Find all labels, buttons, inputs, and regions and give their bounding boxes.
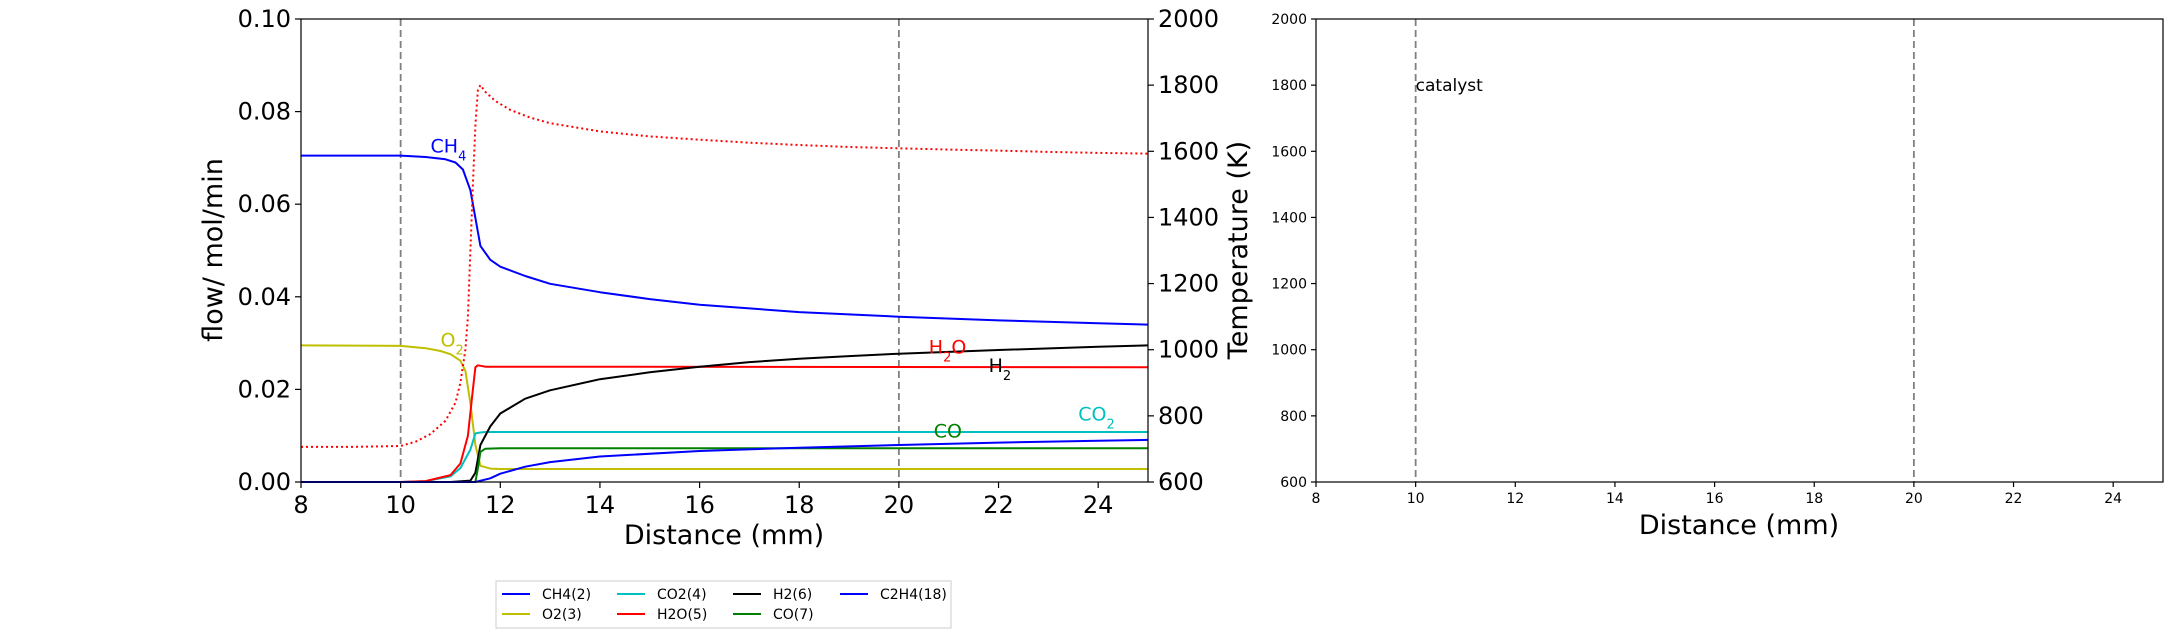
x-tick-label: 22 [983, 491, 1014, 519]
x-tick-label: 12 [1506, 491, 1524, 507]
species-labels: CH4 O2 H2O H2 CO2 CO [431, 135, 1115, 442]
x-tick-label: 16 [684, 491, 715, 519]
x-tick-label: 8 [1312, 491, 1321, 507]
series-line-temperature [301, 84, 1149, 448]
right-y-tick-label: 1600 [1158, 137, 1219, 165]
right-y-tick-label: 1800 [1158, 71, 1219, 99]
right-plot-frame [1315, 18, 2164, 483]
y-tick-label: 0.02 [238, 375, 291, 403]
legend-label: O2(3) [542, 607, 582, 623]
right-y-tick-label: 1400 [1158, 203, 1219, 231]
y-tick-label: 1000 [1271, 343, 1307, 359]
y-tick-label: 1600 [1271, 144, 1307, 160]
species-annotation: H2O [929, 337, 967, 366]
catalyst-boundaries-right [1414, 19, 1915, 482]
x-axis-ticks: 8 10 12 14 16 18 20 22 24 [293, 482, 1113, 519]
y-tick-label: 0.00 [238, 468, 291, 496]
species-annotation: H2 [989, 355, 1012, 384]
x-tick-label: 24 [1083, 491, 1114, 519]
series-line-o2-3- [300, 344, 1148, 470]
y-tick-label: 0.10 [238, 5, 291, 33]
legend-label: H2O(5) [657, 607, 707, 623]
series-line-c2h4-18- [301, 438, 1149, 483]
right-chart-y-axis-ticks: 600 800 1000 1200 1400 1600 1800 2000 [1271, 12, 1316, 491]
x-tick-label: 14 [585, 491, 616, 519]
flow-series [300, 84, 1149, 483]
series-line-h2-6- [301, 344, 1149, 483]
legend-box [495, 580, 952, 629]
left-plot-frame [300, 18, 1149, 483]
legend-label: CO2(4) [657, 587, 707, 603]
left-x-axis-label: Distance (mm) [624, 520, 824, 551]
legend-label: H2(6) [773, 587, 812, 603]
y-tick-label: 0.06 [238, 190, 291, 218]
right-y-tick-label: 1000 [1158, 336, 1219, 364]
right-y-tick-label: 2000 [1158, 5, 1219, 33]
legend-label: CO(7) [773, 607, 814, 623]
x-tick-label: 18 [1805, 491, 1823, 507]
y-tick-label: 1800 [1271, 78, 1307, 94]
right-x-axis-ticks: 8 10 12 14 16 18 20 22 24 [1312, 482, 2122, 507]
legend: CH4(2) O2(3) CO2(4) H2O(5) H2(6) CO(7) C2H4(18… [495, 580, 952, 629]
species-annotation: CO2 [1078, 403, 1115, 432]
catalyst-label: catalyst [1416, 76, 1483, 96]
series-line-co-7- [301, 447, 1148, 483]
series-line-h2o-5- [301, 364, 1149, 483]
left-y-axis-ticks: 0.00 0.02 0.04 0.06 0.08 0.10 [238, 5, 301, 496]
species-annotation: O2 [441, 329, 464, 358]
species-annotation: CH4 [431, 135, 467, 164]
right-y-axis-label: Temperature (K) [1223, 141, 1254, 360]
x-tick-label: 20 [884, 491, 915, 519]
x-tick-label: 24 [2104, 491, 2122, 507]
y-tick-label: 600 [1280, 475, 1307, 491]
series-line-co2-4- [301, 431, 1148, 483]
x-tick-label: 16 [1706, 491, 1724, 507]
y-tick-label: 1200 [1271, 277, 1307, 293]
y-tick-label: 1400 [1271, 210, 1307, 226]
x-tick-label: 20 [1905, 491, 1923, 507]
right-y-tick-label: 800 [1158, 402, 1204, 430]
x-tick-label: 18 [784, 491, 815, 519]
y-tick-label: 800 [1280, 409, 1307, 425]
y-tick-label: 0.04 [238, 283, 291, 311]
x-tick-label: 10 [1407, 491, 1425, 507]
x-tick-label: 10 [385, 491, 416, 519]
left-y-axis-label: flow/ mol/min [198, 158, 229, 342]
y-tick-label: 2000 [1271, 12, 1307, 28]
legend-label: C2H4(18) [880, 587, 947, 603]
species-annotation: CO [934, 421, 962, 443]
x-tick-label: 12 [485, 491, 516, 519]
right-y-axis-ticks: 600 800 1000 1200 1400 1600 1800 2000 [1148, 5, 1219, 496]
x-tick-label: 8 [293, 491, 308, 519]
right-chart: 8 10 12 14 16 18 20 22 24 600 800 1000 1200 1400 1600… [1271, 12, 2164, 541]
right-x-axis-label: Distance (mm) [1639, 510, 1839, 541]
series-line-ch4-2- [301, 154, 1149, 326]
catalyst-boundaries [399, 19, 900, 482]
right-y-tick-label: 600 [1158, 468, 1204, 496]
legend-label: CH4(2) [542, 587, 591, 603]
right-y-tick-label: 1200 [1158, 270, 1219, 298]
x-tick-label: 22 [2005, 491, 2023, 507]
x-tick-label: 14 [1606, 491, 1624, 507]
y-tick-label: 0.08 [238, 98, 291, 126]
